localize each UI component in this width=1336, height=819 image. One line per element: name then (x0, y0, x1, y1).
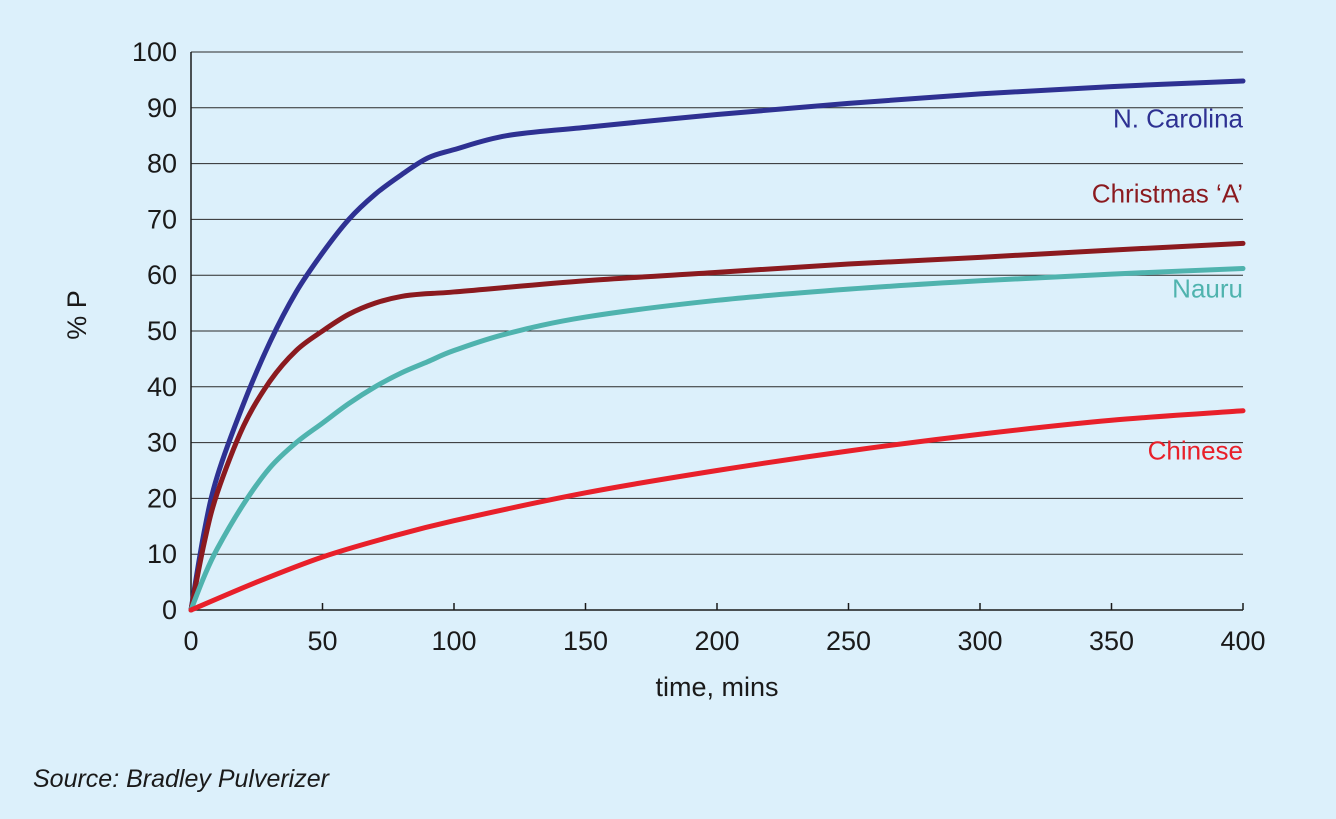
y-tick-label: 10 (147, 539, 177, 569)
x-tick-labels: 0 50 100 150 200 250 300 350 400 (183, 603, 1266, 656)
y-tick-label: 0 (162, 595, 177, 625)
x-tick-label: 150 (563, 626, 608, 656)
source-note: Source: Bradley Pulverizer (33, 765, 329, 793)
x-tick-label: 100 (431, 626, 476, 656)
x-tick-label: 0 (183, 626, 198, 656)
series-line-2 (188, 266, 1246, 613)
y-tick-label: 100 (132, 37, 177, 67)
x-tick-label: 50 (307, 626, 337, 656)
x-tick-label: 400 (1220, 626, 1265, 656)
y-tick-label: 80 (147, 149, 177, 179)
series-line-3 (188, 408, 1246, 613)
y-tick-label: 40 (147, 372, 177, 402)
y-tick-labels: 0 10 20 30 40 50 60 70 80 90 100 (132, 37, 177, 625)
y-tick-label: 50 (147, 316, 177, 346)
series-label-0: N. Carolina (1113, 103, 1244, 133)
series-label-1: Christmas ‘A’ (1092, 179, 1243, 209)
y-tick-label: 30 (147, 428, 177, 458)
x-axis-title: time, mins (655, 672, 778, 702)
series-labels: N. Carolina Christmas ‘A’ Nauru Chinese (1092, 103, 1244, 465)
series-label-3: Chinese (1148, 435, 1243, 465)
grid-lines (191, 51, 1243, 555)
x-tick-label: 200 (694, 626, 739, 656)
y-tick-label: 70 (147, 204, 177, 234)
x-tick-label: 250 (826, 626, 871, 656)
y-tick-label: 20 (147, 483, 177, 513)
x-tick-label: 350 (1089, 626, 1134, 656)
x-tick-label: 300 (957, 626, 1002, 656)
series-line-0 (188, 78, 1246, 613)
y-tick-label: 60 (147, 260, 177, 290)
series-lines (188, 78, 1246, 613)
series-label-2: Nauru (1172, 274, 1243, 304)
y-axis-title: % P (62, 290, 92, 340)
series-line-1 (188, 240, 1246, 613)
y-tick-label: 90 (147, 93, 177, 123)
